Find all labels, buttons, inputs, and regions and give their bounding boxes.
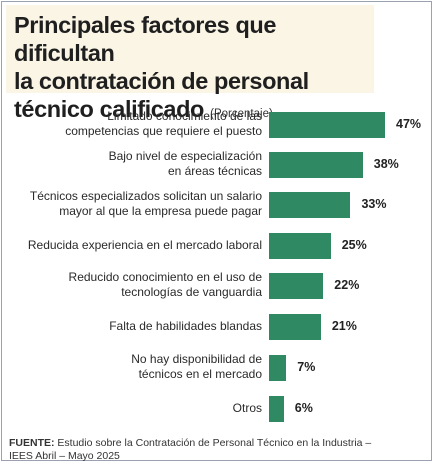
title-line-2: la contratación de personal xyxy=(14,68,309,94)
bar-label-4: Reducida experiencia en el mercado labor… xyxy=(12,238,262,253)
title-line-1: Principales factores que dificultan xyxy=(14,12,277,66)
bar-value-3: 33% xyxy=(361,197,387,211)
bar-7 xyxy=(269,355,287,381)
bar-label-line: mayor al que la empresa puede pagar xyxy=(59,204,262,218)
bar-label-6: Falta de habilidades blandas xyxy=(12,319,262,334)
bar-label-5: Reducido conocimiento en el uso de tecnol… xyxy=(12,270,262,300)
source-line-2: IEES Abril – Mayo 2025 xyxy=(9,450,120,462)
source-label: FUENTE: xyxy=(9,437,55,449)
title-line-3: técnico calificado xyxy=(14,96,205,122)
bar-label-line: Limitado conocimiento de las xyxy=(107,109,262,123)
bar-label-line: tecnologías de vanguardia xyxy=(121,285,262,299)
title-block: Principales factores que dificultan la c… xyxy=(6,5,374,122)
bar-5 xyxy=(269,273,324,299)
bar-value-5: 22% xyxy=(334,278,360,292)
bar-label-line: Bajo nivel de especialización xyxy=(108,149,262,163)
bar-value-4: 25% xyxy=(341,238,367,252)
bar-2 xyxy=(269,152,363,178)
bar-label-3: Técnicos especializados solicitan un sal… xyxy=(12,189,262,219)
bar-label-2: Bajo nivel de especialización en áreas té… xyxy=(12,149,262,179)
bar-4 xyxy=(269,233,331,259)
bar-label-line: competencias que requiere el puesto xyxy=(65,124,262,138)
bar-label-line: Reducida experiencia en el mercado labor… xyxy=(27,237,262,252)
source-note: FUENTE: Estudio sobre la Contratación de… xyxy=(9,437,429,463)
bar-label-line: Reducido conocimiento en el uso de xyxy=(68,270,262,284)
bar-value-6: 21% xyxy=(331,319,357,333)
bar-label-line: Técnicos especializados solicitan un sal… xyxy=(29,189,262,203)
bar-6 xyxy=(269,314,321,340)
bar-value-2: 38% xyxy=(373,157,399,171)
bar-label-line: No hay disponibilidad de xyxy=(131,352,262,366)
bar-label-8: Otros xyxy=(12,401,262,416)
bar-label-7: No hay disponibilidad de técnicos en el m… xyxy=(12,352,262,382)
bar-label-line: en áreas técnicas xyxy=(167,164,262,178)
bar-label-line: Otros xyxy=(232,400,262,415)
bar-label-line: Falta de habilidades blandas xyxy=(109,318,262,333)
bar-value-7: 7% xyxy=(297,360,316,374)
bar-8 xyxy=(269,396,284,422)
bar-value-8: 6% xyxy=(294,401,313,415)
bar-label-1: Limitado conocimiento de las competencias… xyxy=(12,109,262,139)
chart-title: Principales factores que dificultan la c… xyxy=(14,11,374,128)
bar-value-1: 47% xyxy=(396,117,422,131)
bar-1 xyxy=(269,112,385,138)
bar-label-line: técnicos en el mercado xyxy=(138,367,262,381)
bar-3 xyxy=(269,192,351,218)
source-line-1: Estudio sobre la Contratación de Persona… xyxy=(54,437,372,449)
chart-subtitle: (Porcentaje) xyxy=(210,108,273,120)
